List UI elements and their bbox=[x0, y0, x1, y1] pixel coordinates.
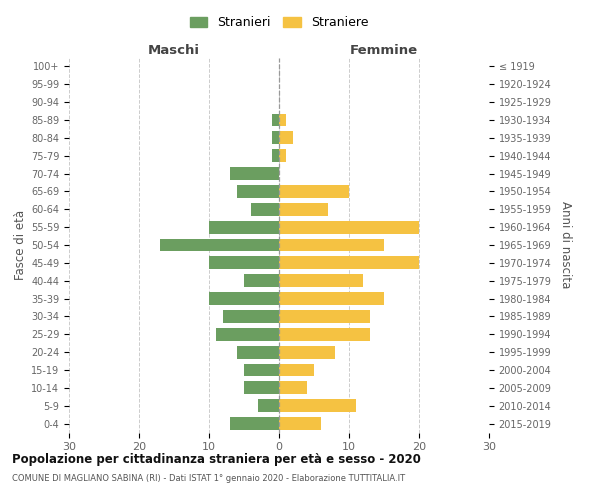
Bar bbox=[244, 274, 279, 287]
Text: Popolazione per cittadinanza straniera per età e sesso - 2020: Popolazione per cittadinanza straniera p… bbox=[12, 452, 421, 466]
Bar bbox=[230, 417, 279, 430]
Bar bbox=[272, 150, 279, 162]
Bar bbox=[279, 328, 370, 340]
Bar bbox=[258, 400, 279, 412]
Bar bbox=[279, 274, 363, 287]
Bar bbox=[279, 185, 349, 198]
Bar bbox=[237, 346, 279, 358]
Bar bbox=[160, 238, 279, 252]
Bar bbox=[279, 114, 286, 126]
Bar bbox=[279, 346, 335, 358]
Bar bbox=[272, 114, 279, 126]
Bar bbox=[279, 256, 419, 270]
Text: COMUNE DI MAGLIANO SABINA (RI) - Dati ISTAT 1° gennaio 2020 - Elaborazione TUTTI: COMUNE DI MAGLIANO SABINA (RI) - Dati IS… bbox=[12, 474, 405, 483]
Bar bbox=[209, 220, 279, 234]
Bar bbox=[216, 328, 279, 340]
Bar bbox=[279, 292, 384, 305]
Y-axis label: Fasce di età: Fasce di età bbox=[14, 210, 27, 280]
Bar bbox=[223, 310, 279, 323]
Bar bbox=[279, 382, 307, 394]
Bar bbox=[279, 400, 356, 412]
Bar bbox=[272, 132, 279, 144]
Bar bbox=[209, 256, 279, 270]
Bar bbox=[244, 382, 279, 394]
Bar bbox=[237, 185, 279, 198]
Bar bbox=[279, 238, 384, 252]
Bar bbox=[279, 203, 328, 215]
Bar bbox=[279, 310, 370, 323]
Bar bbox=[279, 150, 286, 162]
Bar bbox=[279, 417, 321, 430]
Bar bbox=[279, 132, 293, 144]
Y-axis label: Anni di nascita: Anni di nascita bbox=[559, 202, 572, 288]
Text: Maschi: Maschi bbox=[148, 44, 200, 58]
Bar bbox=[209, 292, 279, 305]
Bar bbox=[251, 203, 279, 215]
Bar bbox=[230, 167, 279, 180]
Legend: Stranieri, Straniere: Stranieri, Straniere bbox=[185, 12, 373, 34]
Bar bbox=[279, 220, 419, 234]
Bar bbox=[279, 364, 314, 376]
Text: Femmine: Femmine bbox=[350, 44, 418, 58]
Bar bbox=[244, 364, 279, 376]
